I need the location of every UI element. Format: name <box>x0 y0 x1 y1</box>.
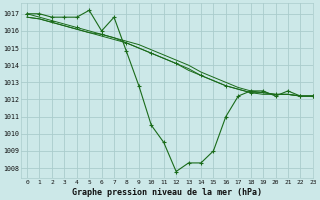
X-axis label: Graphe pression niveau de la mer (hPa): Graphe pression niveau de la mer (hPa) <box>72 188 262 197</box>
